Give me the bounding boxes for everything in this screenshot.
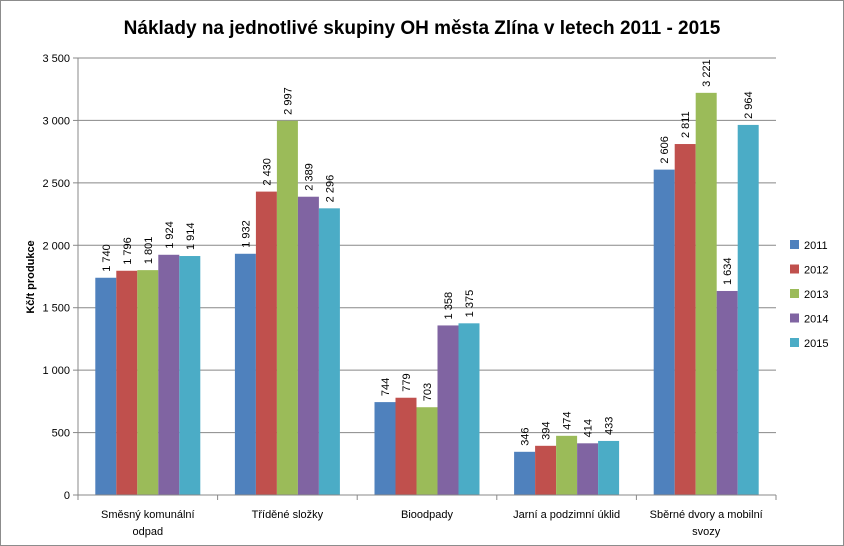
data-label: 1 924 — [164, 221, 176, 249]
y-tick-label: 1 000 — [42, 365, 70, 377]
legend-label: 2013 — [804, 289, 828, 301]
bar-2014 — [716, 290, 738, 495]
legend-label: 2012 — [804, 265, 828, 277]
category-label: Jarní a podzimní úklid — [513, 509, 620, 521]
bar-2011 — [95, 277, 117, 495]
y-tick-label: 3 000 — [42, 115, 70, 127]
data-label: 3 221 — [701, 59, 713, 87]
bar-2013 — [276, 120, 298, 495]
bar-2012 — [674, 144, 696, 496]
data-label: 394 — [541, 421, 553, 439]
data-label: 2 811 — [680, 111, 692, 138]
y-axis-label: Kč/t produkce — [25, 240, 37, 313]
data-label: 474 — [562, 411, 574, 429]
category-label: Tříděné složky — [252, 509, 324, 521]
chart-title: Náklady na jednotlivé skupiny OH města Z… — [124, 18, 721, 39]
bar-2013 — [695, 92, 717, 495]
y-tick-labels: 0 500 1 000 1 500 2 000 2 500 3 000 3 500 — [42, 53, 70, 502]
category-label: Sběrné dvory a mobilní — [650, 509, 763, 521]
data-label: 346 — [520, 427, 532, 445]
y-tick-label: 500 — [52, 428, 70, 440]
category-label: svozy — [692, 526, 721, 538]
bar-2013 — [416, 407, 438, 495]
legend-label: 2015 — [804, 338, 828, 350]
bar-2015 — [318, 208, 340, 495]
data-label: 2 964 — [743, 91, 755, 119]
bar-2012 — [255, 191, 277, 495]
data-label: 1 932 — [240, 220, 252, 248]
y-tick-label: 2 000 — [42, 240, 70, 252]
legend: 2011 2012 2013 2014 2015 — [790, 240, 828, 350]
bar-2012 — [395, 397, 417, 495]
y-tick-label: 3 500 — [42, 53, 70, 65]
bar-2015 — [458, 323, 480, 495]
y-tick-label: 0 — [64, 490, 70, 502]
data-label: 1 358 — [443, 292, 455, 320]
bar-2014 — [158, 254, 180, 495]
data-label: 1 796 — [122, 237, 134, 265]
bar-2012 — [535, 445, 557, 495]
category-label: Směsný komunální — [101, 509, 195, 521]
data-label: 433 — [604, 417, 616, 435]
category-labels: Směsný komunální odpad Tříděné složky Biood… — [101, 509, 763, 538]
data-label: 1 914 — [185, 222, 197, 250]
data-label: 1 375 — [464, 290, 476, 318]
data-label: 2 997 — [282, 87, 294, 115]
bar-2013 — [556, 435, 578, 495]
axes — [77, 58, 777, 500]
bars — [95, 92, 759, 496]
data-label: 1 634 — [722, 257, 734, 285]
data-label: 2 389 — [303, 163, 315, 191]
category-label: Bioodpady — [401, 509, 453, 521]
legend-swatch-2013 — [790, 289, 799, 298]
data-label: 1 801 — [143, 237, 155, 265]
y-tick-label: 1 500 — [42, 303, 70, 315]
bar-2011 — [234, 253, 256, 495]
data-label: 703 — [422, 383, 434, 401]
bar-2011 — [514, 451, 536, 495]
data-label: 2 606 — [659, 136, 671, 164]
data-label: 2 430 — [261, 158, 273, 186]
bar-2011 — [374, 402, 396, 495]
bar-2014 — [577, 443, 599, 495]
legend-swatch-2014 — [790, 313, 799, 323]
bar-2014 — [297, 196, 319, 495]
bar-2015 — [179, 256, 201, 495]
data-labels: 1 740 1 932 744 346 2 606 1 796 2 430 779 394 2 8… — [101, 59, 755, 445]
bar-2013 — [137, 270, 159, 495]
bar-2015 — [598, 440, 620, 495]
data-label: 414 — [583, 419, 595, 437]
legend-swatch-2012 — [790, 264, 799, 274]
legend-swatch-2015 — [790, 338, 799, 347]
y-tick-label: 2 500 — [42, 178, 70, 190]
bar-2012 — [116, 270, 138, 495]
bar-2014 — [437, 325, 459, 495]
legend-label: 2014 — [804, 314, 828, 326]
category-label: odpad — [133, 526, 164, 538]
bar-2015 — [737, 124, 759, 495]
legend-swatch-2011 — [790, 240, 799, 249]
data-label: 2 296 — [324, 175, 336, 203]
data-label: 744 — [380, 378, 392, 396]
data-label: 779 — [401, 373, 413, 391]
data-label: 1 740 — [101, 244, 113, 272]
bar-2011 — [653, 169, 675, 495]
legend-label: 2011 — [804, 240, 828, 252]
